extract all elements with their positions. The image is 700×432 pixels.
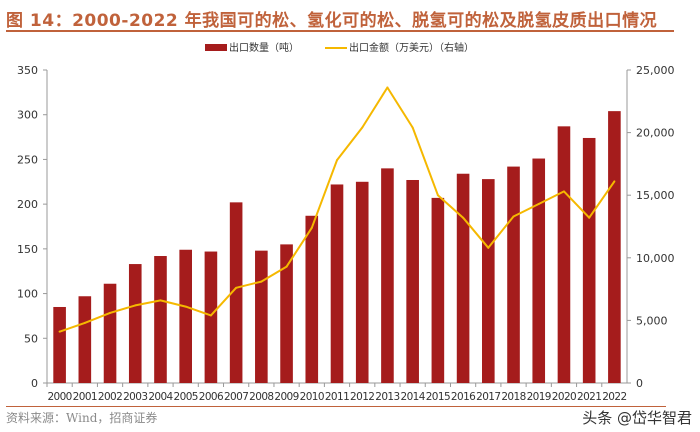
line-point-2004	[159, 299, 162, 302]
right-tick-label: 10,000	[636, 252, 675, 265]
watermark: 头条 @岱华智君	[582, 409, 692, 427]
x-tick-label: 2017	[476, 391, 500, 403]
x-tick-label: 2020	[552, 391, 576, 403]
bar-2006	[204, 251, 218, 383]
x-tick-label: 2002	[98, 391, 122, 403]
line-point-2018	[512, 215, 515, 218]
line-point-2016	[462, 216, 465, 219]
bar-2021	[582, 137, 596, 383]
x-tick-label: 2005	[174, 391, 198, 403]
bar-2008	[255, 250, 268, 383]
line-point-2003	[134, 304, 137, 307]
x-tick-label: 2000	[47, 391, 71, 403]
right-tick-label: 25,000	[636, 64, 675, 77]
x-tick-label: 2004	[148, 391, 173, 403]
x-tick-label: 2018	[501, 391, 525, 403]
bar-2003	[128, 264, 142, 383]
line-point-2020	[562, 190, 565, 193]
x-tick-label: 2021	[577, 391, 601, 403]
bar-2020	[557, 126, 571, 383]
x-tick-label: 2008	[249, 391, 273, 403]
left-tick-label: 150	[17, 243, 38, 256]
bar-2009	[280, 244, 293, 383]
x-tick-label: 2010	[300, 391, 324, 403]
line-point-2005	[184, 305, 187, 308]
bar-2013	[381, 168, 394, 383]
bar-2011	[330, 184, 344, 383]
source-divider	[6, 406, 666, 407]
line-point-2014	[411, 126, 414, 129]
source-note: 资料来源：Wind，招商证券	[6, 411, 158, 425]
left-tick-label: 350	[17, 64, 38, 77]
line-point-2000	[58, 330, 61, 333]
line-point-2019	[537, 202, 540, 205]
legend-label-bar: 出口数量（吨）	[229, 41, 299, 54]
bar-2012	[355, 181, 369, 383]
bar-2019	[532, 158, 546, 383]
bar-2010	[305, 215, 319, 383]
legend-label-line: 出口金额（万美元）（右轴）	[349, 41, 474, 54]
line-point-2007	[235, 286, 238, 289]
left-tick-label: 250	[17, 153, 38, 166]
bar-2002	[103, 283, 117, 383]
right-tick-label: 15,000	[636, 189, 675, 202]
bar-2001	[78, 296, 92, 383]
bar-2004	[154, 256, 167, 383]
title-divider	[6, 30, 674, 32]
x-tick-label: 2011	[325, 391, 349, 403]
bar-2007	[229, 202, 243, 383]
bar-2000	[53, 306, 66, 383]
line-point-2011	[336, 159, 338, 162]
left-tick-label: 200	[17, 198, 38, 211]
bar-2005	[179, 249, 192, 383]
line-point-2013	[386, 86, 389, 89]
left-tick-label: 100	[17, 288, 38, 301]
x-tick-label: 2013	[375, 391, 399, 403]
line-point-2010	[310, 226, 313, 229]
line-point-2021	[588, 216, 591, 219]
x-tick-label: 2012	[350, 391, 374, 403]
line-point-2009	[285, 265, 288, 268]
line-point-2017	[487, 246, 490, 249]
line-point-2012	[361, 126, 364, 129]
bar-2022	[608, 111, 621, 383]
x-tick-label: 2006	[199, 391, 224, 403]
left-tick-label: 0	[31, 377, 38, 390]
bar-2016	[456, 173, 470, 383]
line-point-2022	[613, 180, 616, 183]
x-tick-label: 2001	[73, 391, 97, 403]
x-tick-label: 2022	[602, 391, 626, 403]
bar-2017	[482, 179, 495, 383]
left-tick-label: 300	[17, 109, 38, 122]
right-tick-label: 0	[636, 377, 643, 390]
right-tick-label: 20,000	[636, 127, 675, 140]
line-point-2006	[209, 314, 212, 317]
left-tick-label: 50	[24, 332, 38, 345]
line-point-2015	[436, 194, 439, 197]
x-tick-label: 2019	[527, 391, 551, 403]
right-tick-label: 5,000	[636, 314, 668, 327]
bar-2018	[507, 166, 520, 383]
x-tick-label: 2015	[426, 391, 450, 403]
chart-title: 图 14：2000-2022 年我国可的松、氢化可的松、脱氢可的松及脱氢皮质出口…	[6, 11, 658, 31]
line-point-2001	[83, 321, 86, 324]
line-point-2008	[260, 280, 263, 283]
bar-2015	[431, 197, 445, 383]
x-tick-label: 2016	[451, 391, 476, 403]
x-tick-label: 2009	[274, 391, 298, 403]
legend-swatch-bar	[205, 44, 227, 51]
x-tick-label: 2007	[224, 391, 248, 403]
line-point-2002	[109, 311, 112, 314]
x-tick-label: 2014	[400, 391, 425, 403]
x-tick-label: 2003	[123, 391, 147, 403]
bar-2014	[406, 179, 419, 383]
